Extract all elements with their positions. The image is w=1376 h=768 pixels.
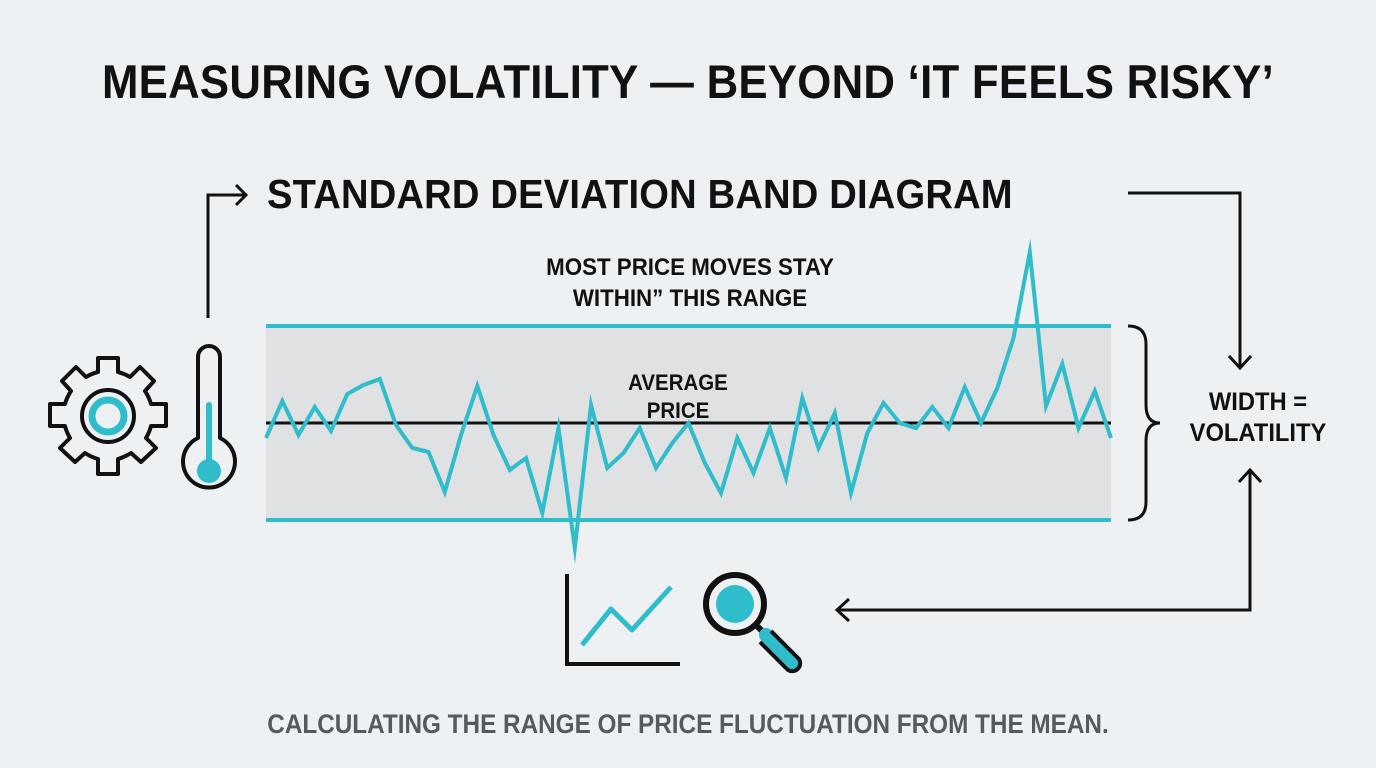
range-annotation: MOST PRICE MOVES STAY WITHIN” THIS RANGE	[476, 252, 904, 314]
band-width-brace	[1127, 324, 1161, 522]
magnifier-icon	[703, 572, 803, 674]
range-annotation-line1: MOST PRICE MOVES STAY	[546, 254, 834, 281]
right-down-arrow	[1128, 191, 1253, 371]
average-label-line2: PRICE	[646, 398, 710, 423]
price-line	[264, 238, 1113, 565]
average-price-label: AVERAGE PRICE	[599, 369, 757, 425]
average-label-line1: AVERAGE	[628, 370, 728, 395]
page-title: MEASURING VOLATILITY — BEYOND ‘IT FEELS …	[101, 55, 1275, 108]
footer-caption: CALCULATING THE RANGE OF PRICE FLUCTUATI…	[267, 709, 1109, 739]
bottom-return-arrow	[834, 467, 1263, 623]
gear-icon	[48, 356, 168, 476]
diagram-subtitle: STANDARD DEVIATION BAND DIAGRAM	[267, 171, 1013, 217]
width-label-line2: VOLATILITY	[1189, 419, 1327, 447]
range-annotation-line2: WITHIN” THIS RANGE	[572, 285, 808, 312]
width-volatility-label: WIDTH = VOLATILITY	[1173, 387, 1344, 449]
left-flow-arrow	[206, 183, 249, 318]
thermometer-icon	[181, 344, 237, 490]
line-chart-icon	[565, 574, 680, 666]
width-label-line1: WIDTH =	[1208, 388, 1308, 416]
